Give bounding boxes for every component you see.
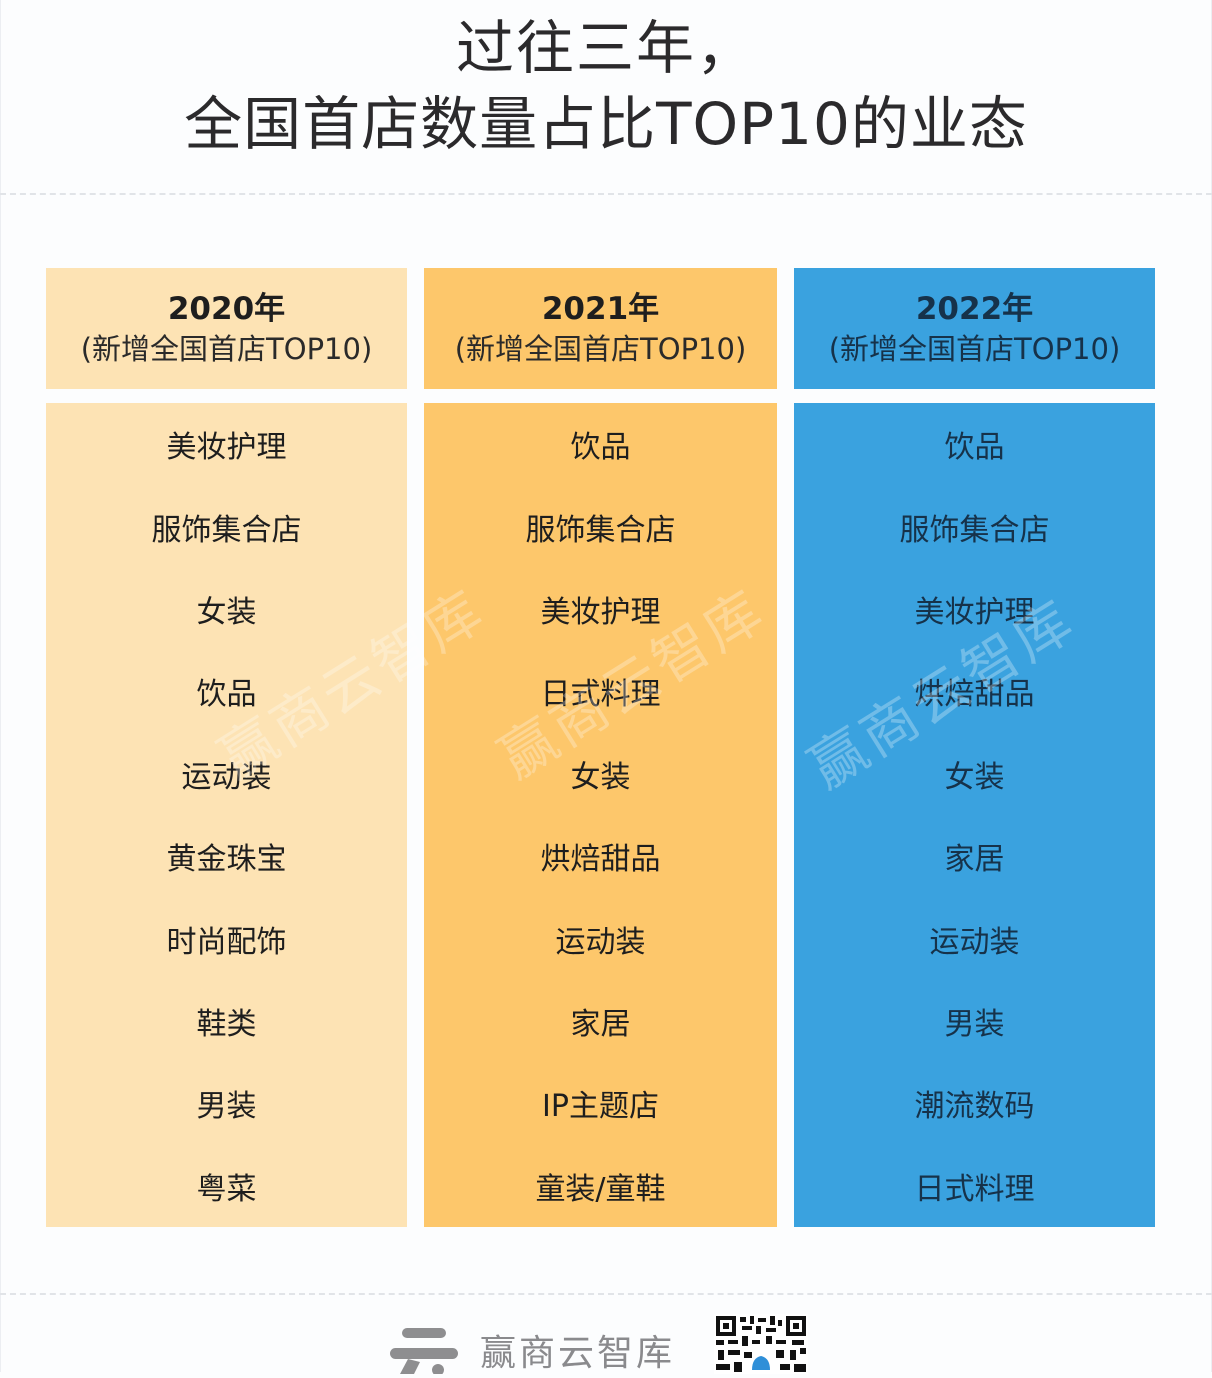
list-item: 饮品	[944, 430, 1005, 466]
column-year: 2022年	[915, 290, 1034, 327]
list-item: 运动装	[555, 924, 646, 960]
column-header-2020: 2020年 (新增全国首店TOP10)	[46, 268, 407, 389]
title-line-2: 全国首店数量占比TOP10的业态	[184, 90, 1028, 158]
list-item: 男装	[196, 1089, 257, 1125]
list-item: 饮品	[196, 677, 257, 713]
list-item: 女装	[944, 759, 1005, 795]
column-header-2021: 2021年 (新增全国首店TOP10)	[424, 268, 777, 389]
column-list-2022: 饮品 服饰集合店 美妆护理 烘焙甜品 女装 家居 运动装 男装 潮流数码 日式料…	[794, 403, 1155, 1227]
list-item: IP主题店	[542, 1089, 659, 1125]
column-subtitle: (新增全国首店TOP10)	[454, 331, 747, 366]
list-item: 日式料理	[540, 677, 661, 713]
list-item: 鞋类	[196, 1006, 257, 1042]
column-list-2020: 美妆护理 服饰集合店 女装 饮品 运动装 黄金珠宝 时尚配饰 鞋类 男装 粤菜	[46, 403, 407, 1227]
list-item: 服饰集合店	[899, 512, 1050, 548]
column-subtitle: (新增全国首店TOP10)	[80, 331, 373, 366]
list-item: 家居	[944, 842, 1005, 878]
list-item: 男装	[944, 1006, 1005, 1042]
column-subtitle: (新增全国首店TOP10)	[828, 331, 1121, 366]
column-list-2021: 饮品 服饰集合店 美妆护理 日式料理 女装 烘焙甜品 运动装 家居 IP主题店 …	[424, 403, 777, 1227]
bottom-divider	[0, 1293, 1212, 1295]
list-item: 服饰集合店	[151, 512, 302, 548]
list-item: 运动装	[181, 759, 272, 795]
list-item: 女装	[570, 759, 631, 795]
list-item: 时尚配饰	[166, 924, 287, 960]
list-item: 运动装	[929, 924, 1020, 960]
list-item: 美妆护理	[540, 594, 661, 630]
column-year: 2020年	[167, 290, 286, 327]
list-item: 女装	[196, 594, 257, 630]
title-line-1: 过往三年，	[455, 14, 756, 82]
list-item: 饮品	[570, 430, 631, 466]
list-item: 美妆护理	[166, 430, 287, 466]
list-item: 美妆护理	[914, 594, 1035, 630]
list-item: 家居	[570, 1006, 631, 1042]
list-item: 烘焙甜品	[540, 842, 661, 878]
list-item: 烘焙甜品	[914, 677, 1035, 713]
list-item: 服饰集合店	[525, 512, 676, 548]
column-header-2022: 2022年 (新增全国首店TOP10)	[794, 268, 1155, 389]
brand-name: 赢商云智库	[480, 1333, 676, 1374]
qr-code-icon	[714, 1314, 808, 1374]
list-item: 日式料理	[914, 1171, 1035, 1207]
column-year: 2021年	[541, 290, 660, 327]
footer: 赢商云智库	[0, 1300, 1212, 1376]
list-item: 潮流数码	[914, 1089, 1035, 1125]
yun-logo-icon	[388, 1326, 460, 1376]
list-item: 黄金珠宝	[166, 842, 287, 878]
list-item: 童装/童鞋	[535, 1171, 666, 1207]
page-title: 过往三年， 全国首店数量占比TOP10的业态	[0, 10, 1212, 162]
top-divider	[0, 193, 1212, 195]
list-item: 粤菜	[196, 1171, 257, 1207]
